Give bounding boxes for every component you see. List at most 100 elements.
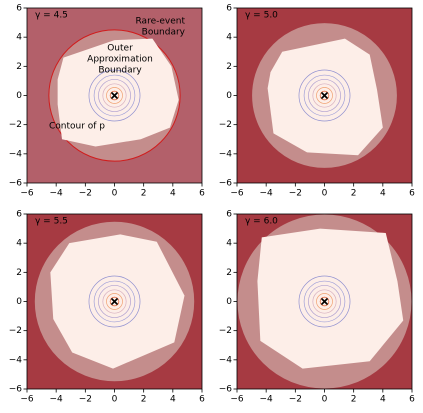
contour — [93, 280, 136, 323]
contour — [93, 74, 136, 117]
y-tick-label: 6 — [226, 210, 232, 220]
contour — [102, 83, 127, 108]
y-tick-label: −4 — [219, 355, 233, 365]
y-tick-label: 2 — [226, 268, 232, 278]
contour — [298, 275, 351, 328]
x-tick-label: 0 — [322, 395, 328, 405]
y-tick-label: 0 — [226, 91, 232, 101]
y-tick-label: −2 — [219, 120, 232, 130]
x-tick-label: 2 — [141, 189, 147, 199]
y-tick-label: −2 — [9, 120, 22, 130]
x-tick-label: 4 — [170, 189, 176, 199]
contour — [98, 79, 131, 112]
x-tick-label: 0 — [322, 189, 328, 199]
x-tick-label: −6 — [20, 189, 34, 199]
annotation: Contour of p — [49, 122, 105, 132]
contour — [319, 90, 330, 101]
y-tick-label: −6 — [219, 179, 233, 189]
x-tick-label: 6 — [409, 189, 415, 199]
x-tick-label: 4 — [380, 395, 386, 405]
x-tick-label: 6 — [199, 189, 205, 199]
x-tick-label: 4 — [170, 395, 176, 405]
contour — [109, 90, 120, 101]
y-tick-label: −4 — [9, 149, 23, 159]
x-tick-label: −4 — [50, 189, 64, 199]
contour — [312, 83, 337, 108]
x-tick-label: 2 — [351, 395, 357, 405]
contour — [308, 79, 341, 112]
x-tick-label: −2 — [79, 189, 92, 199]
contour — [303, 280, 346, 323]
contour — [303, 74, 346, 117]
y-tick-label: 4 — [16, 33, 22, 43]
x-tick-label: −4 — [50, 395, 64, 405]
contour — [308, 285, 341, 318]
x-tick-label: −2 — [79, 395, 92, 405]
plot-area — [237, 8, 412, 183]
annotation: Boundary — [98, 66, 142, 76]
contour — [88, 69, 141, 122]
y-tick-label: 0 — [226, 297, 232, 307]
annotation: Rare-event — [136, 17, 186, 27]
contour — [312, 289, 337, 314]
x-tick-label: 6 — [409, 395, 415, 405]
gamma-label: γ = 4.5 — [35, 11, 68, 21]
outer-approximation — [50, 234, 185, 369]
y-tick-label: −2 — [9, 326, 22, 336]
annotation: Approximation — [87, 55, 153, 65]
contour — [106, 293, 123, 310]
plot-area — [237, 214, 412, 389]
y-tick-label: 6 — [16, 210, 22, 220]
contour — [319, 296, 330, 307]
x-tick-label: −6 — [230, 395, 244, 405]
x-tick-label: 4 — [380, 189, 386, 199]
y-tick-label: 2 — [226, 62, 232, 72]
y-tick-label: 4 — [226, 239, 232, 249]
y-tick-label: −6 — [9, 179, 23, 189]
y-tick-label: −6 — [9, 385, 23, 395]
mode-marker — [110, 91, 119, 100]
annotation: Outer — [107, 44, 133, 54]
mode-marker — [320, 297, 329, 306]
y-tick-label: 6 — [226, 4, 232, 14]
y-tick-label: 0 — [16, 91, 22, 101]
x-tick-label: −2 — [289, 189, 302, 199]
gamma-label: γ = 5.0 — [245, 11, 278, 21]
plot-area — [27, 214, 202, 389]
gamma-label: γ = 5.5 — [35, 217, 68, 227]
y-tick-label: −4 — [219, 149, 233, 159]
contour — [98, 285, 131, 318]
y-tick-label: 4 — [226, 33, 232, 43]
contour — [316, 293, 333, 310]
y-tick-label: 0 — [16, 297, 22, 307]
contour — [106, 87, 123, 104]
mode-marker — [110, 297, 119, 306]
y-tick-label: −2 — [219, 326, 232, 336]
contour — [102, 289, 127, 314]
y-tick-label: 6 — [16, 4, 22, 14]
contour — [88, 275, 141, 328]
gamma-label: γ = 6.0 — [245, 217, 278, 227]
x-tick-label: −2 — [289, 395, 302, 405]
y-tick-label: −4 — [9, 355, 23, 365]
x-tick-label: −4 — [260, 395, 274, 405]
y-tick-label: 2 — [16, 268, 22, 278]
x-tick-label: 0 — [112, 189, 118, 199]
x-tick-label: 2 — [141, 395, 147, 405]
x-tick-label: 0 — [112, 395, 118, 405]
x-tick-label: 6 — [199, 395, 205, 405]
y-tick-label: 2 — [16, 62, 22, 72]
x-tick-label: −6 — [20, 395, 34, 405]
outer-approximation — [257, 228, 404, 369]
contour — [109, 296, 120, 307]
mode-marker — [320, 91, 329, 100]
x-tick-label: −4 — [260, 189, 274, 199]
x-tick-label: 2 — [351, 189, 357, 199]
plot-area — [27, 8, 202, 183]
contour — [316, 87, 333, 104]
contour — [298, 69, 351, 122]
annotation: Boundary — [142, 28, 186, 38]
x-tick-label: −6 — [230, 189, 244, 199]
y-tick-label: −6 — [219, 385, 233, 395]
